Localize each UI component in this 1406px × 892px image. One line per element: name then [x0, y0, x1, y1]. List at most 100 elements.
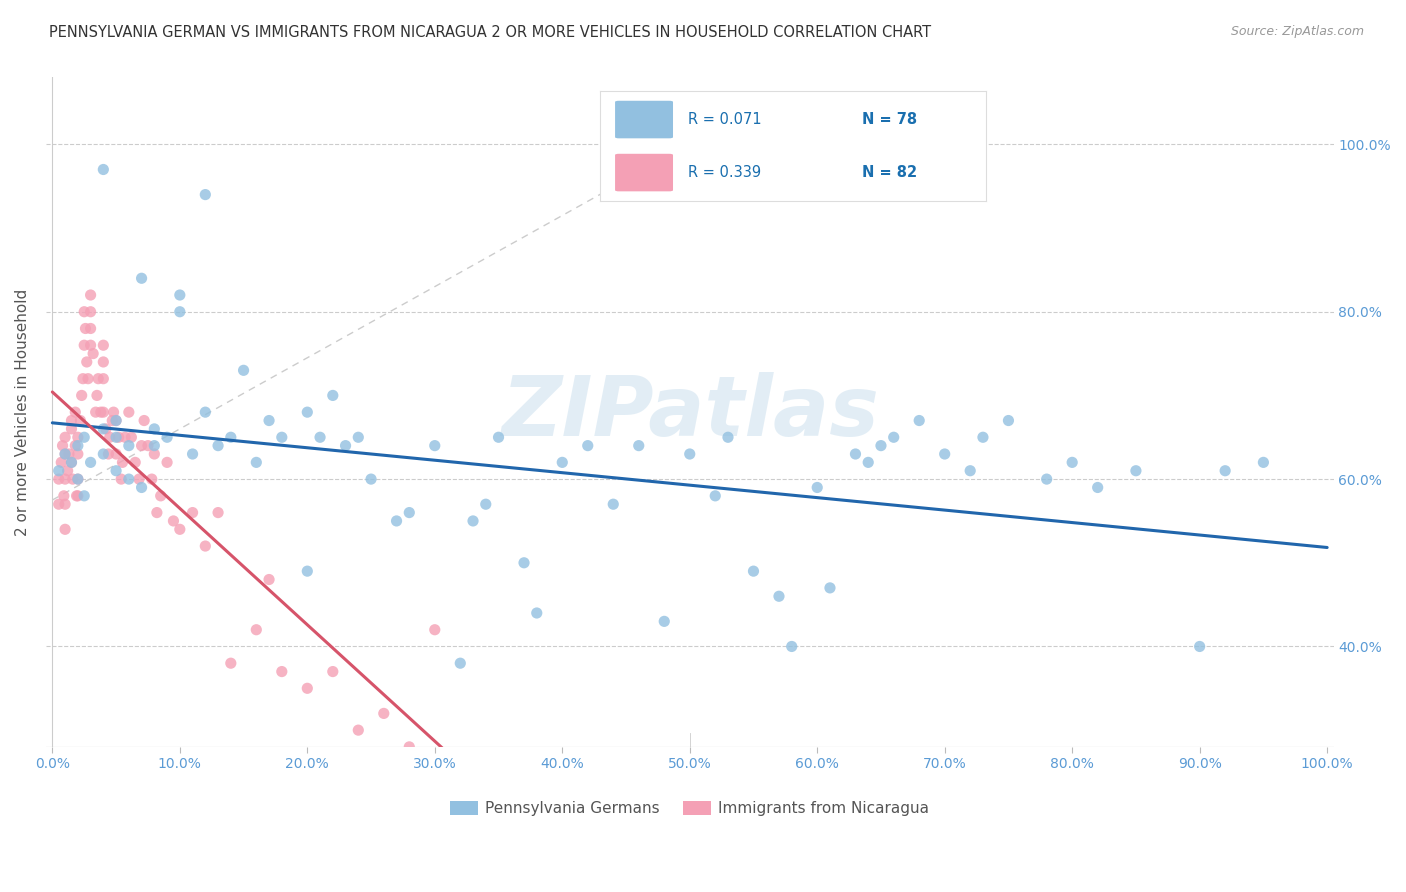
Point — [66, 447, 89, 461]
Point — [997, 413, 1019, 427]
Point — [513, 556, 536, 570]
Point — [60, 455, 83, 469]
Point — [270, 665, 292, 679]
Point — [60, 422, 83, 436]
Point — [219, 656, 242, 670]
Point — [162, 514, 184, 528]
Point — [257, 413, 280, 427]
Point — [526, 606, 548, 620]
Point — [48, 497, 70, 511]
Point — [806, 480, 828, 494]
Point — [94, 422, 117, 436]
Point — [70, 388, 93, 402]
Point — [91, 355, 114, 369]
Point — [97, 447, 120, 461]
Point — [79, 455, 101, 469]
Point — [79, 338, 101, 352]
Point — [818, 581, 841, 595]
Point — [60, 455, 83, 469]
Point — [79, 321, 101, 335]
Point — [883, 430, 905, 444]
Point — [58, 447, 80, 461]
Point — [627, 439, 650, 453]
Point — [245, 623, 267, 637]
Point — [398, 506, 420, 520]
Point — [82, 346, 104, 360]
Point — [124, 455, 146, 469]
Point — [169, 288, 191, 302]
Point — [270, 430, 292, 444]
Point — [143, 447, 166, 461]
Point — [347, 430, 370, 444]
Point — [66, 472, 89, 486]
Point — [488, 430, 510, 444]
Point — [385, 514, 408, 528]
Point — [62, 472, 84, 486]
Point — [134, 413, 156, 427]
Point — [959, 464, 981, 478]
Point — [1163, 764, 1185, 779]
Point — [169, 304, 191, 318]
Point — [105, 447, 128, 461]
Point — [69, 413, 91, 427]
Point — [136, 439, 159, 453]
Point — [90, 405, 112, 419]
Point — [111, 455, 134, 469]
Point — [207, 439, 229, 453]
Point — [1213, 464, 1236, 478]
Point — [76, 355, 98, 369]
Point — [461, 514, 484, 528]
Point — [77, 372, 100, 386]
Point — [717, 430, 740, 444]
Point — [73, 304, 96, 318]
Point — [91, 447, 114, 461]
Point — [103, 405, 125, 419]
Text: PENNSYLVANIA GERMAN VS IMMIGRANTS FROM NICARAGUA 2 OR MORE VEHICLES IN HOUSEHOLD: PENNSYLVANIA GERMAN VS IMMIGRANTS FROM N… — [49, 25, 931, 40]
Point — [66, 439, 89, 453]
Point — [1087, 480, 1109, 494]
Point — [56, 464, 79, 478]
Point — [297, 564, 319, 578]
Point — [105, 464, 128, 478]
Point — [101, 413, 124, 427]
Point — [181, 506, 204, 520]
Point — [1188, 640, 1211, 654]
Point — [53, 447, 76, 461]
Point — [66, 489, 89, 503]
Point — [972, 430, 994, 444]
Point — [65, 439, 87, 453]
Point — [257, 573, 280, 587]
Point — [105, 430, 128, 444]
Point — [551, 455, 574, 469]
Point — [373, 706, 395, 721]
Point — [347, 723, 370, 738]
Point — [118, 439, 141, 453]
Point — [141, 472, 163, 486]
Point — [449, 656, 471, 670]
Point — [98, 430, 121, 444]
Point — [105, 413, 128, 427]
Point — [576, 439, 599, 453]
Point — [768, 589, 790, 603]
Point — [75, 321, 97, 335]
Point — [73, 489, 96, 503]
Point — [128, 472, 150, 486]
Point — [53, 430, 76, 444]
Point — [870, 439, 893, 453]
Point — [110, 472, 132, 486]
Point — [309, 430, 332, 444]
Point — [91, 405, 114, 419]
Point — [73, 338, 96, 352]
Point — [423, 623, 446, 637]
Point — [1035, 472, 1057, 486]
Point — [48, 464, 70, 478]
Point — [131, 480, 153, 494]
Point — [118, 405, 141, 419]
Point — [53, 447, 76, 461]
Point — [118, 472, 141, 486]
Point — [91, 338, 114, 352]
Text: Source: ZipAtlas.com: Source: ZipAtlas.com — [1230, 25, 1364, 38]
Point — [423, 439, 446, 453]
Point — [1125, 464, 1147, 478]
Point — [53, 472, 76, 486]
